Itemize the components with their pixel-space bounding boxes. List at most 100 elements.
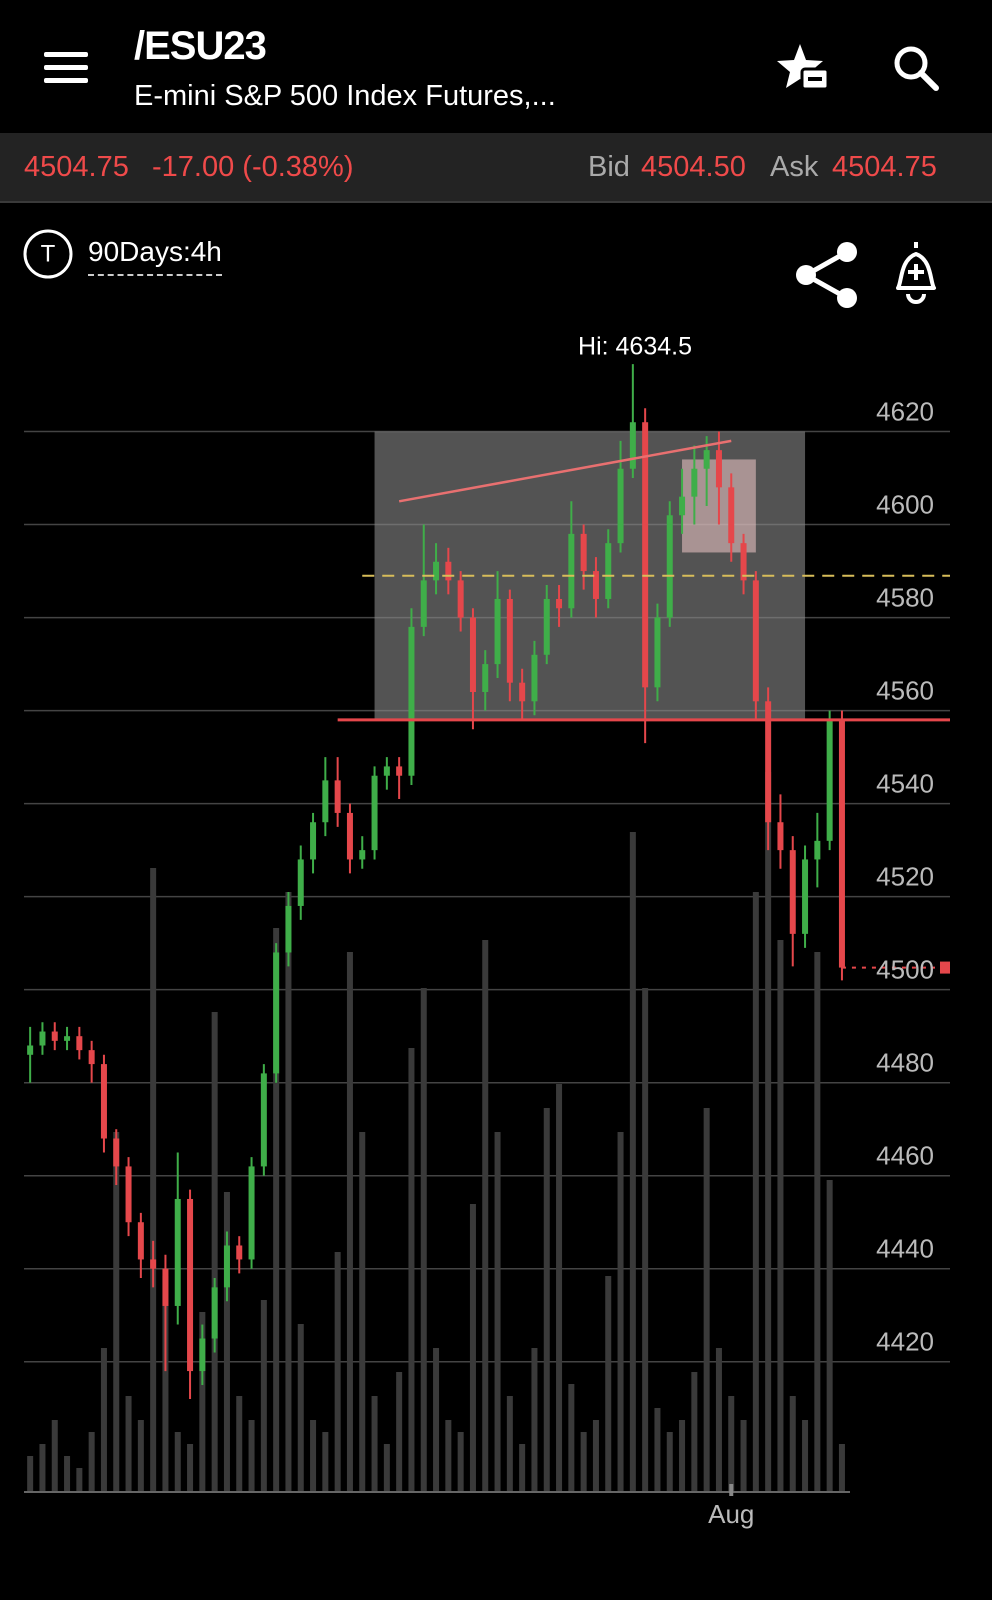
candle-body (174, 1198, 181, 1306)
candle-body (236, 1245, 243, 1260)
candle-body (64, 1036, 71, 1041)
volume-bar (125, 1396, 132, 1492)
candle-body (162, 1268, 169, 1306)
candle-body (297, 859, 304, 906)
candle-body (383, 766, 390, 776)
candle-body (617, 468, 624, 544)
volume-bar (27, 1456, 34, 1492)
x-tick-label: Aug (708, 1499, 754, 1529)
candle-body (125, 1166, 132, 1223)
candle-body (27, 1045, 34, 1055)
volume-bar (789, 1396, 796, 1492)
candle-body (211, 1287, 218, 1339)
volume-bar (519, 1444, 526, 1492)
volume-bar (433, 1348, 440, 1492)
candle-body (248, 1166, 255, 1260)
last-price: 4504.75 (24, 151, 129, 183)
candle-body (359, 850, 366, 860)
tool-button[interactable]: T (22, 228, 74, 280)
candle-body (396, 766, 403, 776)
volume-bar (642, 988, 649, 1492)
candle-body (654, 617, 661, 688)
volume-bar (420, 988, 427, 1492)
quote-bar: 4504.75 -17.00 (-0.38%) Bid 4504.50 Ask … (0, 133, 992, 203)
candle-body (777, 822, 784, 851)
volume-bar (211, 1012, 218, 1492)
high-label: Hi: 4634.5 (578, 333, 692, 361)
y-tick-label: 4540 (876, 769, 934, 799)
volume-bar (445, 1420, 452, 1492)
volume-bar (740, 1420, 747, 1492)
watchlist-button[interactable] (776, 42, 832, 94)
candle-body (765, 701, 772, 823)
volume-bar (64, 1456, 71, 1492)
menu-button[interactable] (44, 50, 90, 86)
candle-body (543, 598, 550, 655)
volume (27, 772, 845, 1492)
candle-body (826, 719, 833, 841)
candle-body (715, 450, 722, 488)
volume-bar (187, 1444, 194, 1492)
y-tick-label: 4440 (876, 1234, 934, 1264)
candle-body (752, 580, 759, 702)
volume-bar (715, 1348, 722, 1492)
candle-body (740, 543, 747, 581)
volume-bar (199, 1312, 206, 1492)
price-change: -17.00 (-0.38%) (152, 151, 354, 183)
y-tick-label: 4580 (876, 582, 934, 612)
candle-body (838, 719, 845, 968)
volume-bar (359, 1132, 366, 1492)
candle-body (285, 905, 292, 953)
candle-body (433, 561, 440, 581)
candle-body (322, 780, 329, 823)
candle-body (76, 1036, 83, 1051)
volume-bar (285, 892, 292, 1492)
candle-body (814, 840, 821, 860)
volume-bar (494, 1132, 501, 1492)
candle-body (580, 533, 587, 572)
volume-bar (297, 1324, 304, 1492)
volume-bar (752, 892, 759, 1492)
volume-bar (482, 940, 489, 1492)
volume-bar (580, 1432, 587, 1492)
volume-bar (76, 1468, 83, 1492)
share-button[interactable] (792, 240, 862, 310)
alert-button[interactable] (886, 238, 946, 308)
volume-bar (691, 1372, 698, 1492)
candle-body (605, 543, 612, 599)
candle-body (469, 617, 476, 692)
volume-bar (174, 1432, 181, 1492)
volume-bar (814, 952, 821, 1492)
candle-body (642, 422, 649, 688)
y-tick-label: 4520 (876, 862, 934, 892)
candle-body (150, 1259, 157, 1269)
timeframe-selector[interactable]: 90Days:4h (88, 236, 222, 276)
volume-bar (39, 1444, 46, 1492)
volume-bar (469, 1204, 476, 1492)
volume-bar (273, 928, 280, 1492)
volume-bar (617, 1132, 624, 1492)
candle-body (137, 1222, 144, 1260)
app-header: /ESU23 E-mini S&P 500 Index Futures,... (0, 0, 992, 133)
trend-line (398, 439, 732, 503)
volume-bar (777, 940, 784, 1492)
volume-bar (605, 1276, 612, 1492)
y-tick-label: 4560 (876, 675, 934, 705)
volume-bar (383, 1444, 390, 1492)
search-button[interactable] (892, 44, 942, 94)
volume-bar (568, 1384, 575, 1492)
candle-body (494, 598, 501, 665)
candle-body (482, 664, 489, 692)
last-price-marker (940, 961, 950, 974)
volume-bar (113, 1132, 120, 1492)
volume-bar (765, 772, 772, 1492)
volume-bar (592, 1420, 599, 1492)
candle-body (445, 561, 452, 581)
y-tick-label: 4620 (876, 396, 934, 426)
volume-bar (162, 1276, 169, 1492)
volume-bar (556, 1084, 563, 1492)
candle-body (691, 468, 698, 497)
candle-body (592, 571, 599, 599)
